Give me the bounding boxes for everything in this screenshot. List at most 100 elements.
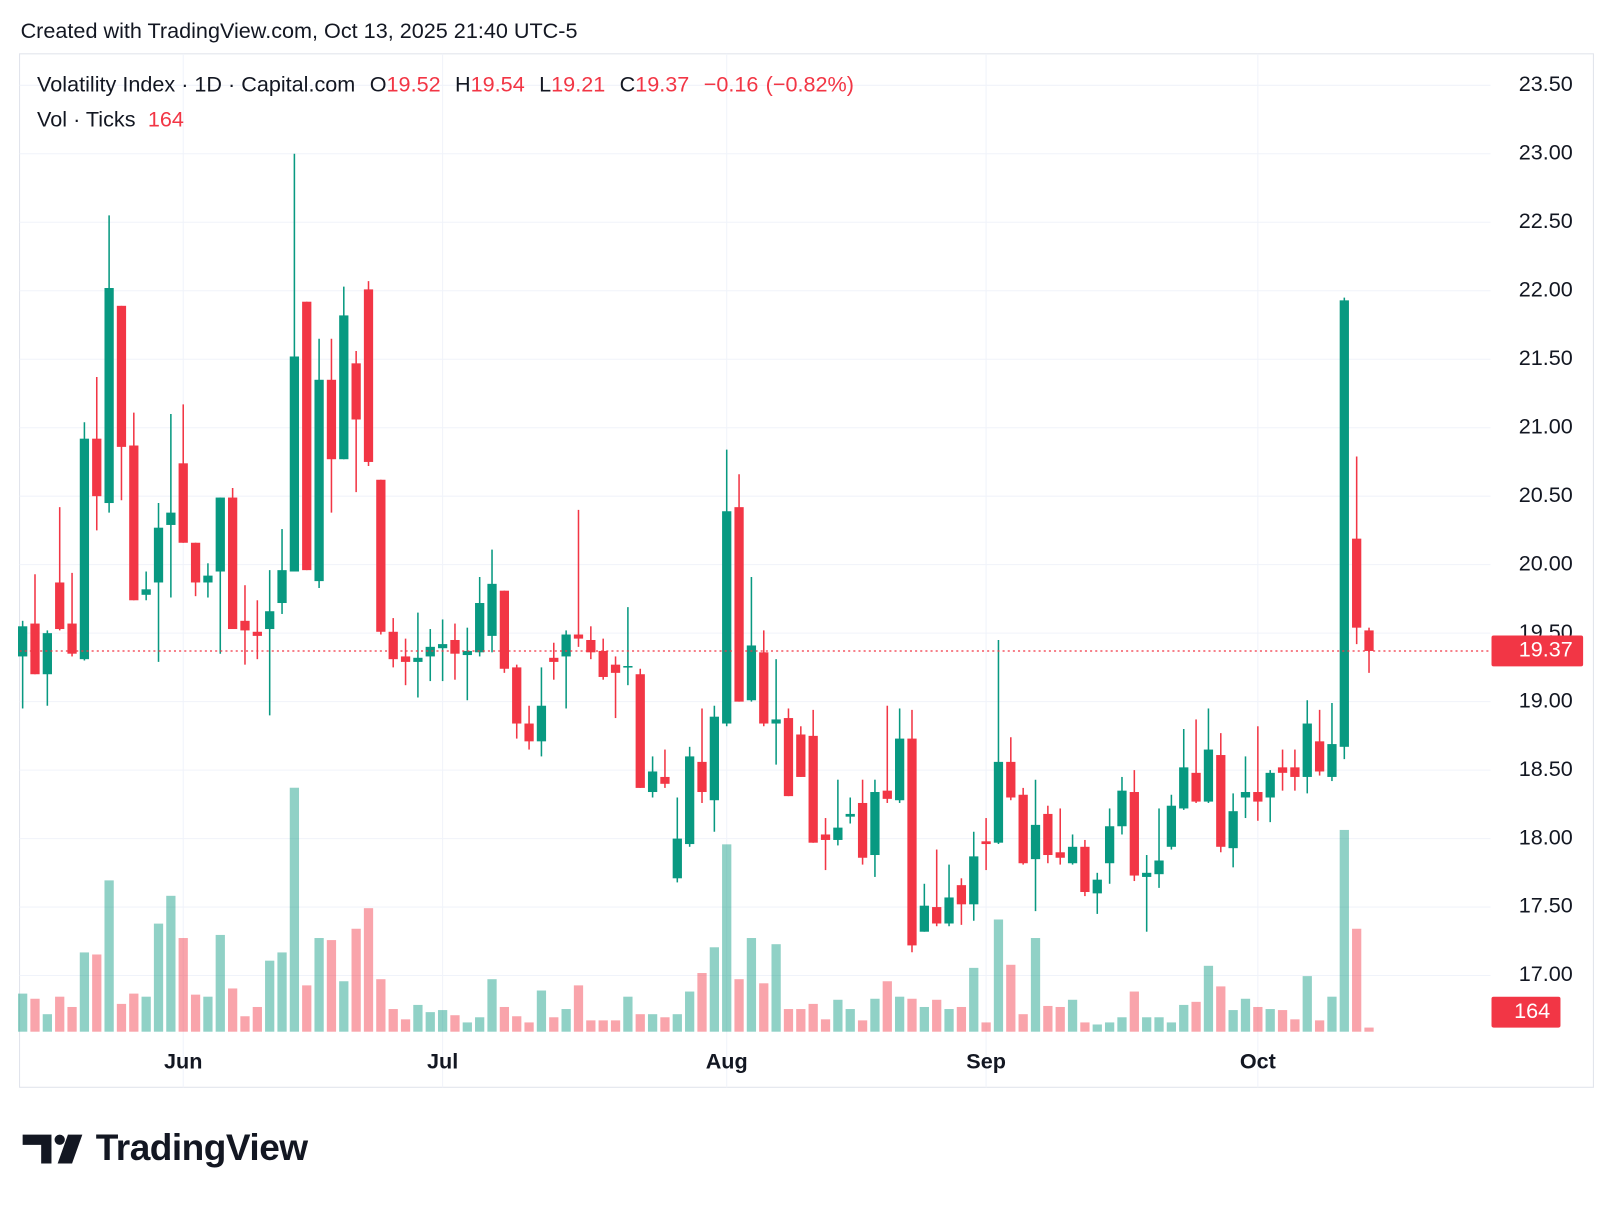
y-tick-label: 20.00: [1519, 550, 1573, 575]
volume-bar: [870, 998, 880, 1032]
candle-body: [30, 623, 40, 675]
volume-bar: [1043, 1005, 1053, 1032]
volume-bar: [796, 1009, 806, 1032]
l-label: L: [539, 71, 551, 96]
candle-body: [388, 631, 398, 660]
volume-bar: [141, 996, 151, 1032]
volume-bar: [524, 1022, 534, 1032]
candle-body: [326, 379, 337, 460]
volume-bar: [1253, 1006, 1263, 1032]
candle-body: [1092, 879, 1102, 894]
candle-body: [1191, 772, 1201, 802]
volume-bar: [450, 1015, 460, 1032]
candle-body: [1166, 805, 1177, 847]
volume-bar: [944, 1009, 954, 1032]
c-value: 19.37: [635, 71, 689, 96]
volume-bar: [610, 1020, 621, 1032]
candle-body: [722, 511, 732, 724]
legend-ohlc: Volatility Index · 1D · Capital.com O19.5…: [37, 71, 854, 96]
candle-body: [289, 356, 300, 572]
y-tick-label: 20.50: [1519, 482, 1573, 507]
volume-bar: [672, 1014, 682, 1032]
volume-bar: [549, 1017, 559, 1032]
candle-body: [462, 650, 472, 656]
volume-bar: [487, 979, 497, 1032]
last-price-badge: [1491, 635, 1584, 667]
volume-bar: [1154, 1017, 1164, 1032]
volume-label: Vol · Ticks: [37, 106, 136, 131]
volume-bar: [1314, 1020, 1325, 1032]
volume-bar: [1265, 1009, 1275, 1032]
candle-body: [1142, 872, 1152, 877]
x-tick-label: Jul: [427, 1048, 458, 1073]
candle-body: [1203, 749, 1214, 802]
candle-body: [1104, 826, 1115, 864]
volume-bar: [55, 996, 65, 1032]
volume-bar: [635, 1014, 645, 1032]
candle-body: [857, 802, 868, 858]
candle-body: [598, 650, 608, 677]
candle-body: [302, 301, 312, 571]
volume-bar: [252, 1006, 262, 1032]
volume-bar: [215, 934, 225, 1032]
y-tick-label: 21.50: [1519, 345, 1573, 370]
y-tick-label: 22.50: [1519, 208, 1573, 233]
volume-bar: [388, 1009, 398, 1032]
volume-bar: [969, 967, 979, 1032]
symbol: Volatility Index · 1D · Capital.com: [37, 71, 355, 96]
volume-bar: [351, 928, 361, 1032]
volume-bar: [623, 996, 633, 1032]
last-volume-badge: [1491, 996, 1561, 1028]
candle-body: [956, 885, 967, 905]
volume-bar: [1030, 938, 1041, 1032]
candle-body: [314, 379, 324, 582]
volume-bar: [339, 981, 349, 1032]
volume-bar: [363, 908, 374, 1032]
candle-body: [351, 363, 361, 420]
candle-body: [734, 507, 744, 702]
logo-slash: [57, 1134, 83, 1164]
candle-body: [363, 289, 374, 462]
volume-bar: [660, 1017, 670, 1032]
y-tick-label: 18.00: [1519, 824, 1573, 849]
volume-bar: [1203, 965, 1214, 1032]
candle-body: [42, 633, 52, 675]
candle-body: [746, 645, 757, 701]
candle-body: [660, 776, 670, 784]
volume-bar: [1216, 986, 1226, 1032]
volume-bar: [265, 960, 275, 1032]
y-tick-label: 23.00: [1519, 140, 1573, 165]
volume-bar: [462, 1022, 472, 1032]
volume-bar: [116, 1003, 127, 1032]
l-value: 19.21: [551, 71, 605, 96]
volume-bar: [413, 1004, 423, 1032]
last-volume-label: 164: [1514, 998, 1550, 1023]
volume-bar: [42, 1014, 52, 1032]
grid: [19, 53, 1491, 1088]
volume-bar: [129, 993, 139, 1032]
volume-bar: [425, 1012, 435, 1032]
volume-bar: [1142, 1017, 1152, 1032]
candle-body: [907, 738, 917, 946]
volume-bar: [1092, 1024, 1102, 1032]
volume-bar: [647, 1014, 658, 1032]
candle-body: [1302, 723, 1312, 777]
candle-body: [227, 497, 238, 630]
volume-bar: [79, 952, 90, 1032]
volume-bar: [1191, 1001, 1201, 1032]
candle-body: [413, 657, 423, 662]
candle-body: [623, 666, 633, 668]
volume-bar: [30, 998, 40, 1032]
volume-layer: [18, 787, 1374, 1032]
c-label: C: [620, 71, 636, 96]
volume-bar: [326, 940, 337, 1032]
volume-bar: [845, 1009, 855, 1032]
volume-bar: [1339, 829, 1349, 1032]
candle-body: [67, 623, 77, 654]
volume-bar: [302, 985, 312, 1032]
candle-body: [783, 718, 794, 797]
candle-body: [1240, 792, 1251, 798]
candle-body: [55, 582, 65, 630]
candle-layer: [18, 153, 1374, 953]
